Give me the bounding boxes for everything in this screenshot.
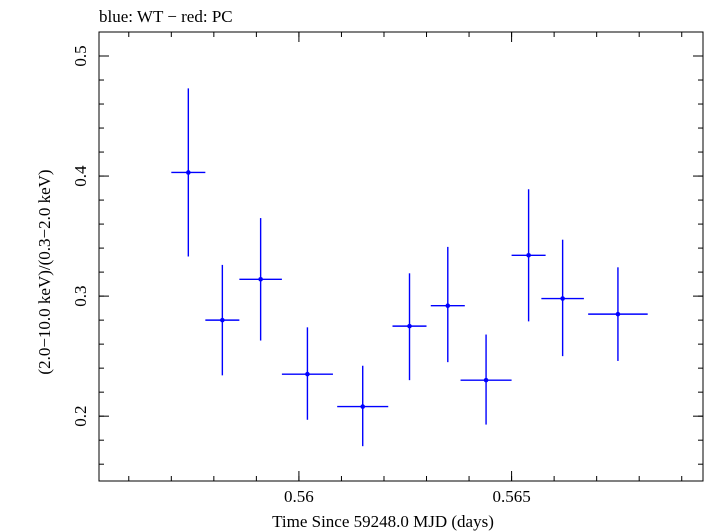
- data-point: [511, 189, 546, 322]
- y-tick-label: 0.2: [71, 406, 90, 427]
- y-tick-label: 0.3: [71, 285, 90, 306]
- data-point: [205, 264, 240, 376]
- plot-frame: [98, 31, 704, 482]
- data-point: [541, 239, 584, 357]
- data-point: [460, 334, 512, 425]
- axis-ticks: 0.56 0.565 0.2 0.3 0.4 0.5: [71, 31, 703, 506]
- data-point: [392, 273, 427, 381]
- x-tick-label: 0.56: [284, 487, 314, 506]
- x-tick-label: 0.565: [492, 487, 530, 506]
- series-wt: [171, 88, 648, 447]
- data-point: [239, 218, 282, 341]
- y-axis-label: (2.0−10.0 keV)/(0.3−2.0 keV): [35, 169, 54, 374]
- y-tick-label: 0.5: [71, 45, 90, 66]
- point-marker: [526, 252, 531, 258]
- chart-title: blue: WT − red: PC: [99, 7, 233, 26]
- data-point: [171, 88, 206, 257]
- point-marker: [220, 317, 225, 323]
- point-marker: [407, 323, 412, 329]
- data-point: [430, 246, 465, 363]
- x-axis-label: Time Since 59248.0 MJD (days): [272, 512, 494, 531]
- point-marker: [360, 404, 366, 409]
- point-marker: [305, 371, 310, 377]
- point-marker: [615, 311, 621, 317]
- point-marker: [186, 170, 191, 175]
- point-marker: [445, 303, 451, 309]
- point-marker: [258, 277, 263, 282]
- y-tick-label: 0.4: [71, 165, 90, 187]
- point-marker: [560, 296, 565, 301]
- data-marks: [171, 88, 648, 447]
- data-point: [588, 267, 648, 361]
- data-point: [281, 327, 333, 420]
- point-marker: [483, 377, 489, 383]
- data-point: [337, 365, 389, 447]
